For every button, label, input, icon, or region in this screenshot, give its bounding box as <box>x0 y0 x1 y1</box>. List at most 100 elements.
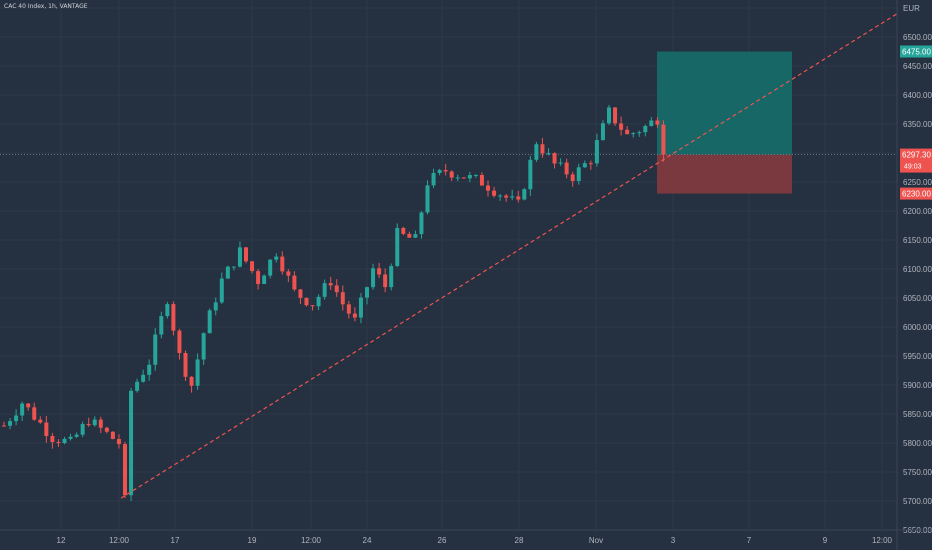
candle-up <box>419 211 424 239</box>
candle-down <box>383 268 388 293</box>
candle-up <box>268 259 273 279</box>
price-axis[interactable]: EUR5650.005700.005750.005800.005850.0059… <box>896 0 932 550</box>
candle-body <box>32 407 37 420</box>
candle-up <box>316 294 321 311</box>
candle-body <box>129 390 134 496</box>
candle-body <box>250 261 255 272</box>
time-tick-label: Nov <box>589 536 603 545</box>
candle-down <box>244 247 248 264</box>
candle-body <box>371 268 376 288</box>
candle-down <box>486 180 490 197</box>
candle-up <box>522 187 527 201</box>
candle-body <box>540 144 545 154</box>
candle-body <box>256 271 261 285</box>
candle-body <box>304 297 309 306</box>
candle-body <box>328 283 333 286</box>
candle-up <box>141 369 146 383</box>
time-axis[interactable]: 12 12:00 17 19 12:00 24 26 28 Nov 3 7 9 12:00 <box>0 529 932 545</box>
candle-up <box>274 253 279 263</box>
candle-down <box>516 190 521 203</box>
price-tick-label: 5800.00 <box>903 439 932 448</box>
price-tick-label: 6050.00 <box>903 294 932 303</box>
candle-down <box>2 421 6 427</box>
candle-down <box>116 434 121 449</box>
candle-body <box>492 190 497 196</box>
candle-up <box>594 133 599 167</box>
candle-body <box>637 132 642 134</box>
candle-down <box>298 288 303 304</box>
candle-body <box>20 403 25 416</box>
candle-body <box>661 124 666 155</box>
candle-body <box>655 120 660 125</box>
candle-down <box>588 160 593 170</box>
candle-up <box>643 124 648 137</box>
candle-up <box>219 272 224 305</box>
candle-up <box>600 120 605 141</box>
candle-body <box>310 305 315 307</box>
time-tick-label: 12:00 <box>301 536 322 545</box>
candle-up <box>8 418 13 430</box>
profit-zone[interactable] <box>657 51 792 155</box>
candle-up <box>195 353 200 390</box>
price-tick-label: 6450.00 <box>903 62 932 71</box>
candle-body <box>44 422 49 436</box>
candle-up <box>147 359 152 381</box>
candle-body <box>26 403 31 408</box>
candle-up <box>437 168 442 176</box>
candle-body <box>123 444 127 496</box>
price-tick-label: 6000.00 <box>903 323 932 332</box>
candle-body <box>401 227 406 234</box>
time-tick-label: 24 <box>363 536 372 545</box>
candle-up <box>582 160 587 168</box>
time-tick-label: 28 <box>515 536 524 545</box>
candle-body <box>522 189 527 200</box>
candle-body <box>135 381 140 391</box>
candle-body <box>552 153 557 164</box>
candle-body <box>340 292 345 305</box>
candle-down <box>44 415 49 443</box>
candle-body <box>62 438 67 444</box>
candle-body <box>582 163 587 168</box>
candle-body <box>298 289 303 298</box>
trendline-line[interactable] <box>120 13 898 499</box>
candle-body <box>171 304 176 331</box>
time-tick-label: 12:00 <box>109 536 130 545</box>
candle-body <box>643 126 648 133</box>
trendline[interactable] <box>120 13 898 499</box>
candle-body <box>510 196 515 198</box>
loss-zone[interactable] <box>657 154 792 194</box>
candle-body <box>467 175 472 179</box>
candle-down <box>32 402 37 421</box>
candle-body <box>546 153 551 155</box>
candle-body <box>237 247 242 267</box>
candle-down <box>492 186 497 198</box>
candle-body <box>189 376 194 386</box>
candle-down <box>38 416 43 424</box>
candle-down <box>280 251 285 275</box>
candle-body <box>437 170 442 173</box>
candle-body <box>98 419 103 428</box>
candle-body <box>564 162 569 175</box>
candle-body <box>116 438 121 445</box>
candle-down <box>619 116 624 136</box>
candle-up <box>371 263 376 290</box>
candle-down <box>443 163 448 176</box>
candle-up <box>74 432 79 438</box>
price-tick-label: 6500.00 <box>903 33 932 42</box>
candle-body <box>177 330 182 353</box>
candle-body <box>68 436 73 439</box>
candle-up <box>159 311 164 339</box>
candle-body <box>286 271 291 276</box>
time-tick-label: 19 <box>248 536 257 545</box>
stop-loss-badge: 6230.00 <box>902 190 931 199</box>
candle-body <box>8 421 13 426</box>
candle-down <box>661 120 666 162</box>
candle-up <box>322 279 327 300</box>
price-tick-label: 6150.00 <box>903 236 932 245</box>
candle-down <box>479 172 484 186</box>
candle-body <box>225 266 230 279</box>
candle-up <box>129 387 134 502</box>
candle-up <box>455 174 460 182</box>
